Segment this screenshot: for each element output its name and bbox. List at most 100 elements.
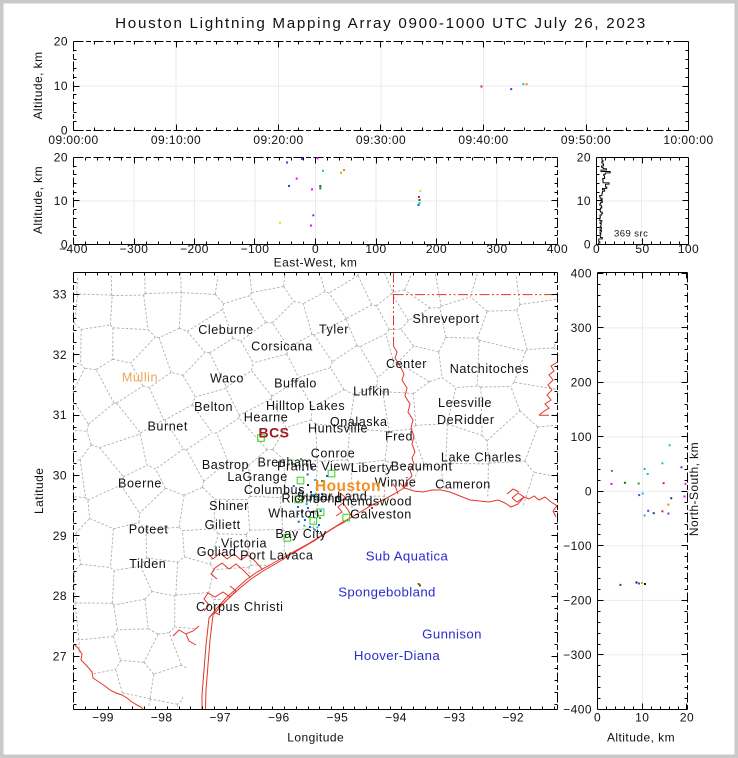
svg-text:Corpus Christi: Corpus Christi [196,600,283,614]
svg-text:Poteet: Poteet [129,523,169,537]
svg-text:Hoover-Diana: Hoover-Diana [354,648,440,663]
svg-text:0: 0 [585,484,592,498]
svg-text:−93: −93 [444,711,466,725]
svg-text:Shiner: Shiner [209,499,249,513]
svg-text:09:40:00: 09:40:00 [458,133,508,147]
svg-text:20: 20 [680,711,694,725]
svg-text:Shreveport: Shreveport [412,312,479,326]
svg-text:Wharton: Wharton [268,506,319,520]
svg-text:North-South, km: North-South, km [687,442,701,536]
svg-text:Port Lavaca: Port Lavaca [240,548,313,562]
svg-text:Belton: Belton [194,400,233,414]
svg-text:−94: −94 [385,711,407,725]
svg-text:Altitude, km: Altitude, km [31,166,45,234]
svg-text:369 src: 369 src [614,229,648,240]
svg-text:−300: −300 [120,242,149,256]
svg-text:09:20:00: 09:20:00 [253,133,303,147]
svg-text:Hilltop Lakes: Hilltop Lakes [266,399,345,413]
svg-text:Houston: Houston [315,478,381,495]
svg-text:LaGrange: LaGrange [227,470,287,484]
svg-text:50: 50 [635,242,649,256]
svg-text:Mullin: Mullin [122,371,158,385]
svg-text:Bastrop: Bastrop [202,458,249,472]
svg-text:0: 0 [584,238,591,252]
svg-text:300: 300 [571,321,592,335]
svg-text:100: 100 [678,242,699,256]
svg-text:Giliett: Giliett [205,518,241,532]
svg-text:10: 10 [54,79,68,93]
svg-text:10: 10 [577,194,591,208]
svg-text:400: 400 [571,266,592,280]
svg-text:31: 31 [53,408,67,422]
svg-text:Waco: Waco [210,372,244,386]
svg-text:−200: −200 [180,242,209,256]
svg-text:Winnie: Winnie [375,476,417,490]
svg-text:30: 30 [53,469,67,483]
svg-text:−100: −100 [241,242,270,256]
svg-text:Leesville: Leesville [438,396,492,410]
svg-text:Victoria: Victoria [221,537,267,551]
svg-text:East-West, km: East-West, km [274,256,358,270]
svg-text:Cleburne: Cleburne [198,323,254,337]
svg-text:09:30:00: 09:30:00 [356,133,406,147]
svg-text:28: 28 [53,589,67,603]
svg-text:Cameron: Cameron [435,478,491,492]
svg-text:Conroe: Conroe [311,446,356,460]
svg-text:Burnet: Burnet [147,420,187,434]
svg-text:Columbus: Columbus [244,483,305,497]
svg-text:09:00:00: 09:00:00 [48,133,98,147]
svg-text:Galveston: Galveston [350,508,412,522]
svg-text:0: 0 [61,238,68,252]
svg-text:Gunnison: Gunnison [422,627,482,642]
svg-text:Friendswood: Friendswood [334,495,412,509]
svg-text:20: 20 [54,35,68,49]
svg-text:32: 32 [53,348,67,362]
svg-text:Goliad: Goliad [197,545,237,559]
svg-text:10: 10 [54,194,68,208]
svg-text:Lufkin: Lufkin [353,385,390,399]
svg-text:DeRidder: DeRidder [437,413,495,427]
svg-text:−97: −97 [209,711,231,725]
svg-text:−96: −96 [268,711,290,725]
svg-text:09:10:00: 09:10:00 [151,133,201,147]
svg-text:BCS: BCS [259,425,290,441]
svg-text:0: 0 [594,711,601,725]
svg-text:Latitude: Latitude [32,468,46,514]
svg-text:Tyler: Tyler [319,323,349,337]
svg-text:300: 300 [486,242,507,256]
svg-text:−95: −95 [327,711,349,725]
svg-text:Corsicana: Corsicana [251,340,313,354]
svg-text:Tilden: Tilden [129,557,166,571]
svg-text:20: 20 [577,151,591,165]
svg-text:Richmond: Richmond [281,492,342,506]
svg-text:−99: −99 [92,711,114,725]
svg-text:−92: −92 [502,711,524,725]
svg-text:Natchitoches: Natchitoches [450,362,529,376]
svg-text:Sub Aquatica: Sub Aquatica [366,549,449,564]
svg-text:Fred: Fred [385,430,413,444]
svg-text:Boerne: Boerne [118,476,162,490]
svg-text:0: 0 [593,242,600,256]
svg-text:10: 10 [635,711,649,725]
svg-text:Altitude, km: Altitude, km [607,731,675,745]
svg-text:Liberty: Liberty [351,461,393,475]
svg-text:10:00:00: 10:00:00 [663,133,713,147]
svg-text:Hearne: Hearne [244,411,289,425]
svg-text:Beaumont: Beaumont [391,460,453,474]
svg-text:−98: −98 [151,711,173,725]
svg-text:Lake Charles: Lake Charles [441,451,522,465]
svg-text:0: 0 [61,124,68,138]
svg-text:Spongebobland: Spongebobland [338,585,436,600]
svg-text:Sugar Land: Sugar Land [297,490,368,504]
svg-text:200: 200 [426,242,447,256]
svg-text:−400: −400 [563,702,592,716]
svg-text:400: 400 [547,242,568,256]
svg-text:Onalaska: Onalaska [330,415,388,429]
svg-text:Houston Lightning Mapping Arra: Houston Lightning Mapping Array 0900-100… [115,15,647,32]
svg-text:200: 200 [571,375,592,389]
svg-text:Longitude: Longitude [287,731,344,745]
svg-text:Buffalo: Buffalo [274,377,317,391]
svg-text:09:50:00: 09:50:00 [561,133,611,147]
svg-text:100: 100 [571,430,592,444]
svg-text:−200: −200 [563,593,592,607]
